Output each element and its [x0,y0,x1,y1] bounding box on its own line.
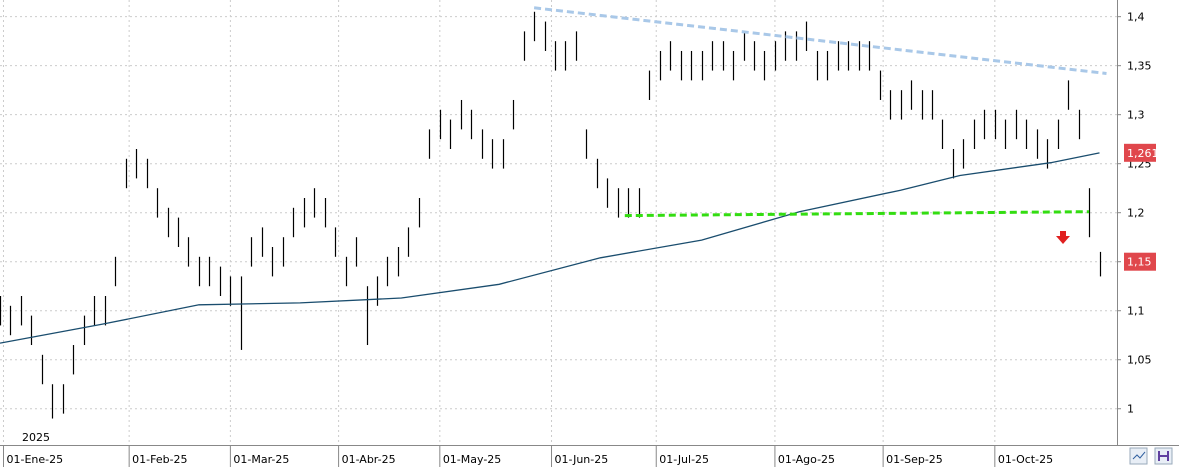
x-tick-label: 01-Jul-25 [659,453,709,466]
year-annotation: 2025 [22,431,50,444]
down-arrow [1056,231,1070,244]
x-tick-label: 01-Abr-25 [342,453,396,466]
x-tick-label: 01-Ago-25 [778,453,835,466]
support-line [624,210,1090,218]
x-tick-label: 01-Sep-25 [886,453,943,466]
price-label-box [1124,143,1156,162]
x-tick-label: 01-Ene-25 [6,453,63,466]
x-tick-label: 01-Feb-25 [132,453,187,466]
price-label: 1,2611 [1127,147,1166,160]
y-tick-label: 1,35 [1127,60,1152,73]
price-label: 1,15 [1127,256,1152,269]
grid [0,0,1117,445]
y-tick-label: 1,2 [1127,207,1145,220]
scale-icon [1158,451,1169,461]
resistance-line [533,6,1107,75]
y-tick-label: 1,4 [1127,11,1145,24]
x-tick-label: 01-May-25 [443,453,501,466]
marks [0,6,1107,419]
moving-average [0,152,1100,344]
price-label-box [1124,252,1156,271]
y-tick-label: 1,3 [1127,109,1145,122]
x-tick-label: 01-Mar-25 [233,453,289,466]
zoom-icon [1132,451,1146,460]
y-tick-label: 1 [1127,403,1134,416]
x-tick-label: 01-Jun-25 [555,453,609,466]
y-tick-label: 1,05 [1127,354,1152,367]
y-tick-label: 1,1 [1127,305,1145,318]
x-tick-label: 01-Oct-25 [998,453,1053,466]
